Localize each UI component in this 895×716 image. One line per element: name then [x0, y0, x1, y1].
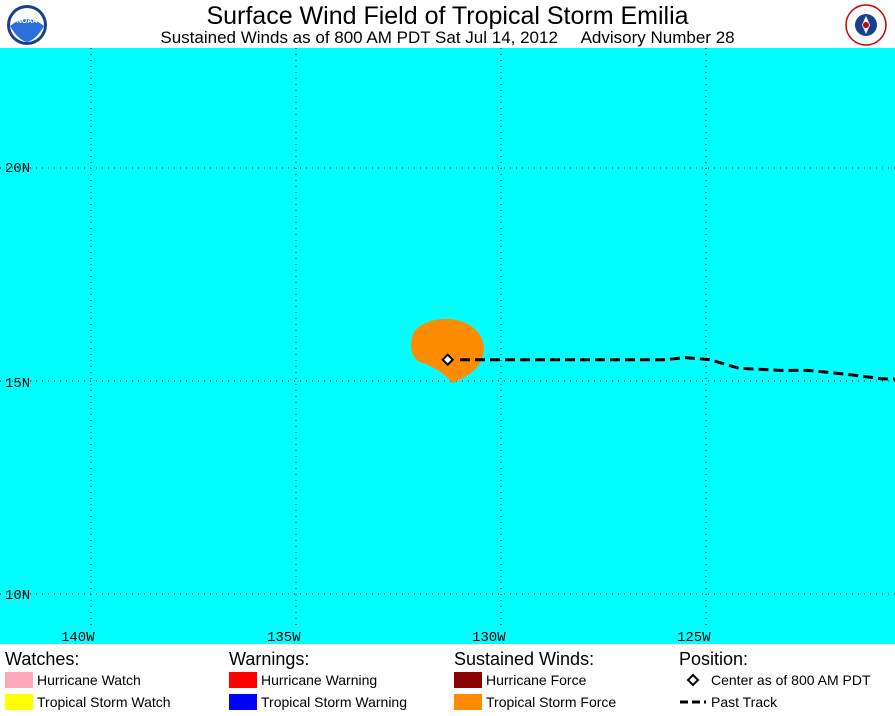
legend-position-heading: Position:	[679, 649, 749, 669]
map-area: 20N 15N 10N 140W 135W 130W 125W	[0, 48, 895, 644]
hurricane-warning-swatch	[229, 672, 257, 688]
noaa-logo: NOAA	[6, 4, 48, 46]
tropical-storm-force-wind-field	[411, 319, 484, 383]
graticule-labels: 20N 15N 10N 140W 135W 130W 125W	[5, 161, 711, 644]
legend-item-tropical-storm-watch: Tropical Storm Watch	[5, 693, 171, 711]
past-track-line	[460, 356, 895, 381]
header: NOAA Surface Wind Field of Tropical Stor…	[0, 0, 895, 48]
tropical-storm-warning-swatch	[229, 694, 257, 710]
legend-sustained-winds-heading: Sustained Winds:	[454, 649, 595, 669]
lat-label-20n: 20N	[5, 161, 30, 177]
wind-field-layer	[411, 319, 484, 383]
graticule	[0, 48, 895, 628]
lon-label-125w: 125W	[677, 630, 711, 644]
storm-center-diamond	[441, 353, 455, 367]
legend-item-hurricane-force: Hurricane Force	[454, 671, 586, 689]
legend-watches-heading: Watches:	[5, 649, 80, 669]
dashed-line-icon	[679, 694, 707, 710]
legend-item-hurricane-watch: Hurricane Watch	[5, 671, 141, 689]
legend-item-tropical-storm-warning: Tropical Storm Warning	[229, 693, 407, 711]
legend-item-center: Center as of 800 AM PDT	[679, 671, 871, 689]
map-title: Surface Wind Field of Tropical Storm Emi…	[206, 2, 689, 30]
legend-item-past-track: Past Track	[679, 693, 777, 711]
lon-label-140w: 140W	[61, 630, 95, 644]
lat-label-15n: 15N	[5, 376, 30, 392]
map-subtitle: Sustained Winds as of 800 AM PDT Sat Jul…	[160, 28, 735, 47]
center-diamond-icon	[441, 353, 455, 367]
legend-item-tropical-storm-force: Tropical Storm Force	[454, 693, 616, 711]
lon-label-135w: 135W	[267, 630, 301, 644]
nws-logo	[845, 4, 887, 46]
hurricane-force-swatch	[454, 672, 482, 688]
diamond-icon	[679, 672, 707, 688]
legend-warnings-heading: Warnings:	[229, 649, 310, 669]
svg-text:NOAA: NOAA	[17, 18, 38, 25]
lon-label-130w: 130W	[472, 630, 506, 644]
tropical-storm-force-swatch	[454, 694, 482, 710]
hurricane-watch-swatch	[5, 672, 33, 688]
legend: Watches: Hurricane Watch Tropical Storm …	[0, 645, 895, 716]
map-canvas: 20N 15N 10N 140W 135W 130W 125W	[0, 48, 895, 644]
legend-item-hurricane-warning: Hurricane Warning	[229, 671, 377, 689]
lat-label-10n: 10N	[5, 588, 30, 604]
tropical-storm-watch-swatch	[5, 694, 33, 710]
